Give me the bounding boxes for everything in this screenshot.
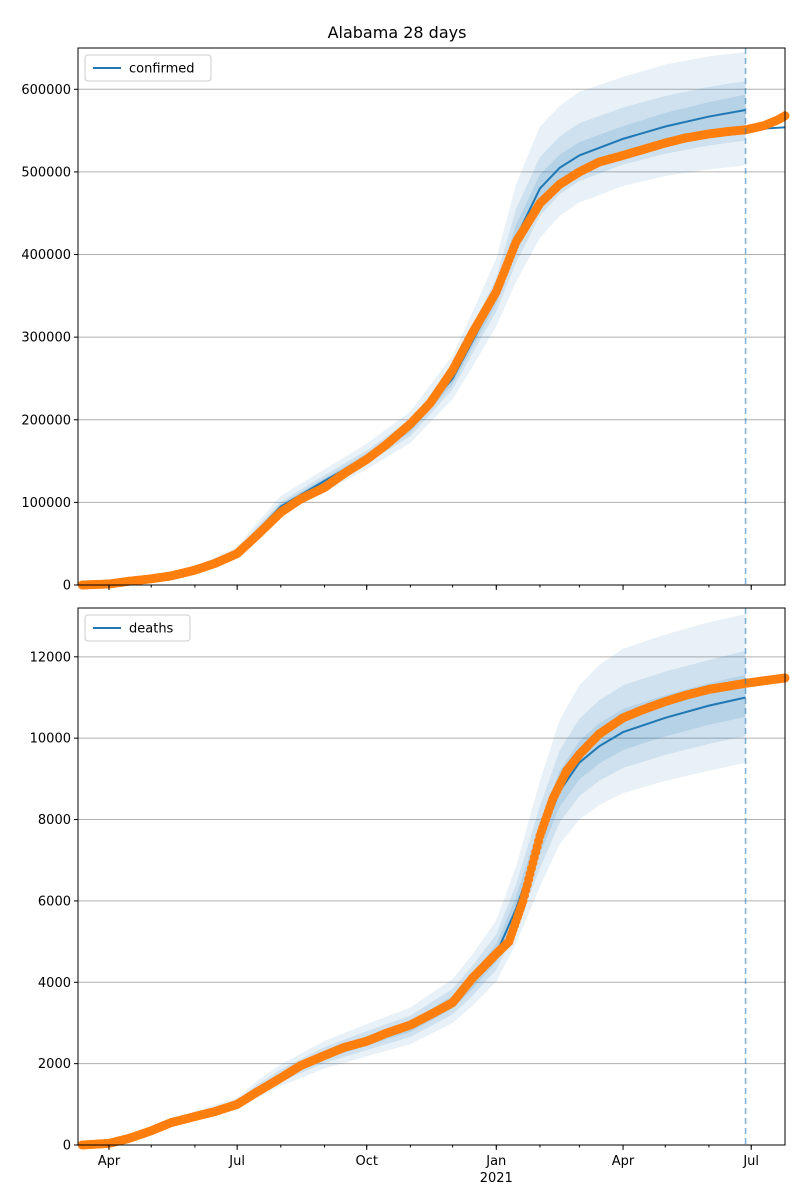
y-tick-label: 100000 <box>21 496 71 511</box>
x-tick-sublabel: 2021 <box>480 1171 513 1186</box>
confirmed-panel: 0 100000 200000 300000 400000 500000 600000 con… <box>21 47 790 594</box>
legend: confirmed <box>84 54 212 82</box>
legend-box <box>84 614 191 642</box>
y-tick-label: 6000 <box>38 894 71 909</box>
x-tick-label: Jan <box>485 1154 506 1169</box>
axes-frame <box>77 607 786 1146</box>
y-tick-label: 8000 <box>38 813 71 828</box>
y-tick-label: 12000 <box>30 650 71 665</box>
confidence-band <box>78 650 746 1145</box>
chart-title: Alabama 28 days <box>328 23 467 42</box>
x-tick-label: Jul <box>228 1154 245 1169</box>
deaths-panel: 0 2000 4000 6000 8000 10000 12000 Apr Jul Oct Jan 2… <box>30 607 790 1186</box>
y-tick-label: 400000 <box>21 248 71 263</box>
x-tick-label: Jul <box>742 1154 759 1169</box>
y-tick-label: 10000 <box>30 732 71 747</box>
observed-series <box>77 673 790 1150</box>
legend-label: deaths <box>129 622 174 637</box>
forecast-median-line <box>77 108 746 586</box>
confidence-band <box>78 81 746 586</box>
y-tick-label: 500000 <box>21 165 71 180</box>
y-tick-label: 2000 <box>38 1057 71 1072</box>
confidence-band <box>78 674 746 1145</box>
confidence-band <box>78 52 746 586</box>
confidence-band <box>78 614 746 1145</box>
y-tick-label: 200000 <box>21 413 71 428</box>
axes-frame <box>77 47 786 586</box>
observed-series <box>77 111 790 590</box>
x-tick-label: Apr <box>612 1154 635 1169</box>
x-tick-label: Oct <box>355 1154 377 1169</box>
y-tick-label: 0 <box>63 579 71 594</box>
y-tick-label: 0 <box>63 1139 71 1154</box>
y-tick-label: 600000 <box>21 83 71 98</box>
legend: deaths <box>84 614 191 642</box>
y-tick-label: 300000 <box>21 331 71 346</box>
y-tick-label: 4000 <box>38 976 71 991</box>
legend-label: confirmed <box>129 62 195 77</box>
panels-layer: 0100000200000300000400000500000600000con… <box>21 47 790 1186</box>
x-tick-label: Apr <box>98 1154 121 1169</box>
legend-box <box>84 54 212 82</box>
